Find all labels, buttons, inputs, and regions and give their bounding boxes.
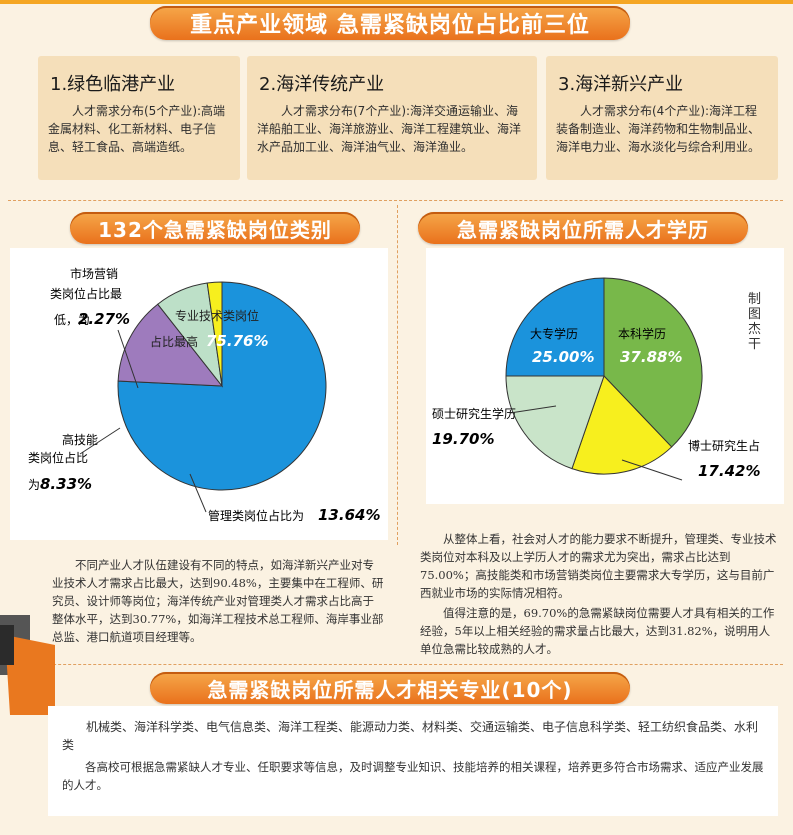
management-label: 管理类岗位占比为 (208, 508, 304, 523)
industry-card-3: 3.海洋新兴产业 人才需求分布(4个产业):海洋工程装备制造业、海洋药物和生物制… (546, 56, 778, 180)
master-label: 硕士研究生学历 (432, 406, 516, 421)
management-value: 13.64% (318, 506, 380, 524)
left-banner: 132个急需紧缺岗位类别 (70, 212, 360, 244)
professional-label-line1: 专业技术类岗位 (175, 308, 259, 323)
professional-label-line2: 占比最高 (150, 334, 198, 349)
phd-slice (571, 375, 673, 475)
right-banner-title: 急需紧缺岗位所需人才学历 (457, 217, 709, 242)
skill-label-line1: 高技能 (62, 432, 98, 447)
college-label: 大专学历 (530, 326, 578, 341)
top-accent-bar (0, 0, 793, 4)
card-title: 3.海洋新兴产业 (558, 74, 684, 95)
left-paragraph: 不同产业人才队伍建设有不同的特点，如海洋新兴产业对专业技术人才需求占比最大，达到… (52, 558, 384, 644)
education-pie-chart: 本科学历 37.88% 大专学历 25.00% 硕士研究生学历 19.70% 博… (432, 277, 760, 481)
skill-label-line3: 为 (28, 478, 40, 492)
card-title: 1.绿色临港产业 (50, 74, 176, 95)
bottom-banner-title: 急需紧缺岗位所需人才相关专业(10个) (207, 677, 573, 702)
college-slice (505, 277, 605, 377)
card-body: 人才需求分布(5个产业):高端金属材料、化工新材料、电子信息、轻工食品、高端造纸… (48, 104, 226, 154)
job-category-chart-box: 市场营销 类岗位占比最 低，为 2.27% 专业技术类岗位 占比最高 75.76… (10, 248, 388, 540)
bachelor-slice (603, 277, 703, 448)
bachelor-label: 本科学历 (618, 326, 666, 341)
tool-image (0, 615, 55, 715)
phd-label: 博士研究生占 (688, 438, 760, 453)
card-title: 2.海洋传统产业 (259, 74, 385, 95)
header-banner: 重点产业领域 急需紧缺岗位占比前三位 (150, 6, 630, 40)
industry-card-2: 2.海洋传统产业 人才需求分布(7个产业):海洋交通运输业、海洋船舶工业、海洋旅… (247, 56, 537, 180)
professional-value: 75.76% (206, 332, 268, 350)
divider (397, 205, 398, 545)
marketing-label-line2: 类岗位占比最 (50, 286, 122, 301)
chart-credit: 制图杰干 (748, 292, 762, 352)
divider (8, 200, 783, 201)
right-banner: 急需紧缺岗位所需人才学历 (418, 212, 748, 244)
college-value: 25.00% (532, 348, 594, 366)
master-slice (505, 375, 605, 470)
majors-list: 机械类、海洋科学类、电气信息类、海洋工程类、能源动力类、材料类、交通运输类、电子… (62, 720, 759, 752)
master-value: 19.70% (432, 430, 494, 448)
industry-card-1: 1.绿色临港产业 人才需求分布(5个产业):高端金属材料、化工新材料、电子信息、… (38, 56, 240, 180)
divider (8, 664, 783, 665)
majors-box: 机械类、海洋科学类、电气信息类、海洋工程类、能源动力类、材料类、交通运输类、电子… (48, 706, 778, 816)
bottom-banner: 急需紧缺岗位所需人才相关专业(10个) (150, 672, 630, 704)
bachelor-value: 37.88% (620, 348, 682, 366)
education-chart-box: 本科学历 37.88% 大专学历 25.00% 硕士研究生学历 19.70% 博… (426, 248, 784, 504)
majors-note: 各高校可根据急需紧缺人才专业、任职要求等信息，及时调整专业知识、技能培养的相关课… (62, 760, 764, 792)
marketing-label-line1: 市场营销 (70, 266, 118, 281)
skill-value: 8.33% (40, 475, 92, 493)
card-body: 人才需求分布(7个产业):海洋交通运输业、海洋船舶工业、海洋旅游业、海洋工程建筑… (257, 104, 522, 154)
page-title: 重点产业领域 急需紧缺岗位占比前三位 (190, 13, 590, 38)
marketing-value: 2.27% (78, 310, 130, 328)
professional-slice (117, 281, 327, 491)
marketing-label-line3: 低，为 (54, 313, 90, 327)
phd-value: 17.42% (698, 462, 760, 480)
management-slice (117, 303, 224, 387)
left-banner-title: 132个急需紧缺岗位类别 (98, 217, 332, 242)
marketing-slice (206, 281, 223, 387)
right-paragraph-2: 值得注意的是，69.70%的急需紧缺岗位需要人才具有相关的工作经验，5年以上相关… (420, 606, 775, 656)
right-paragraph-1: 从整体上看，社会对人才的能力要求不断提升，管理类、专业技术类岗位对本科及以上学历… (420, 532, 777, 600)
skill-label-line2: 类岗位占比 (28, 450, 88, 465)
pie1-labels: 市场营销 类岗位占比最 低，为 2.27% 专业技术类岗位 占比最高 75.76… (28, 266, 380, 524)
job-category-pie-chart: 市场营销 类岗位占比最 低，为 2.27% 专业技术类岗位 占比最高 75.76… (28, 266, 380, 524)
card-body: 人才需求分布(4个产业):海洋工程装备制造业、海洋药物和生物制品业、海洋电力业、… (556, 104, 761, 154)
pie2-labels: 本科学历 37.88% 大专学历 25.00% 硕士研究生学历 19.70% 博… (432, 326, 760, 481)
